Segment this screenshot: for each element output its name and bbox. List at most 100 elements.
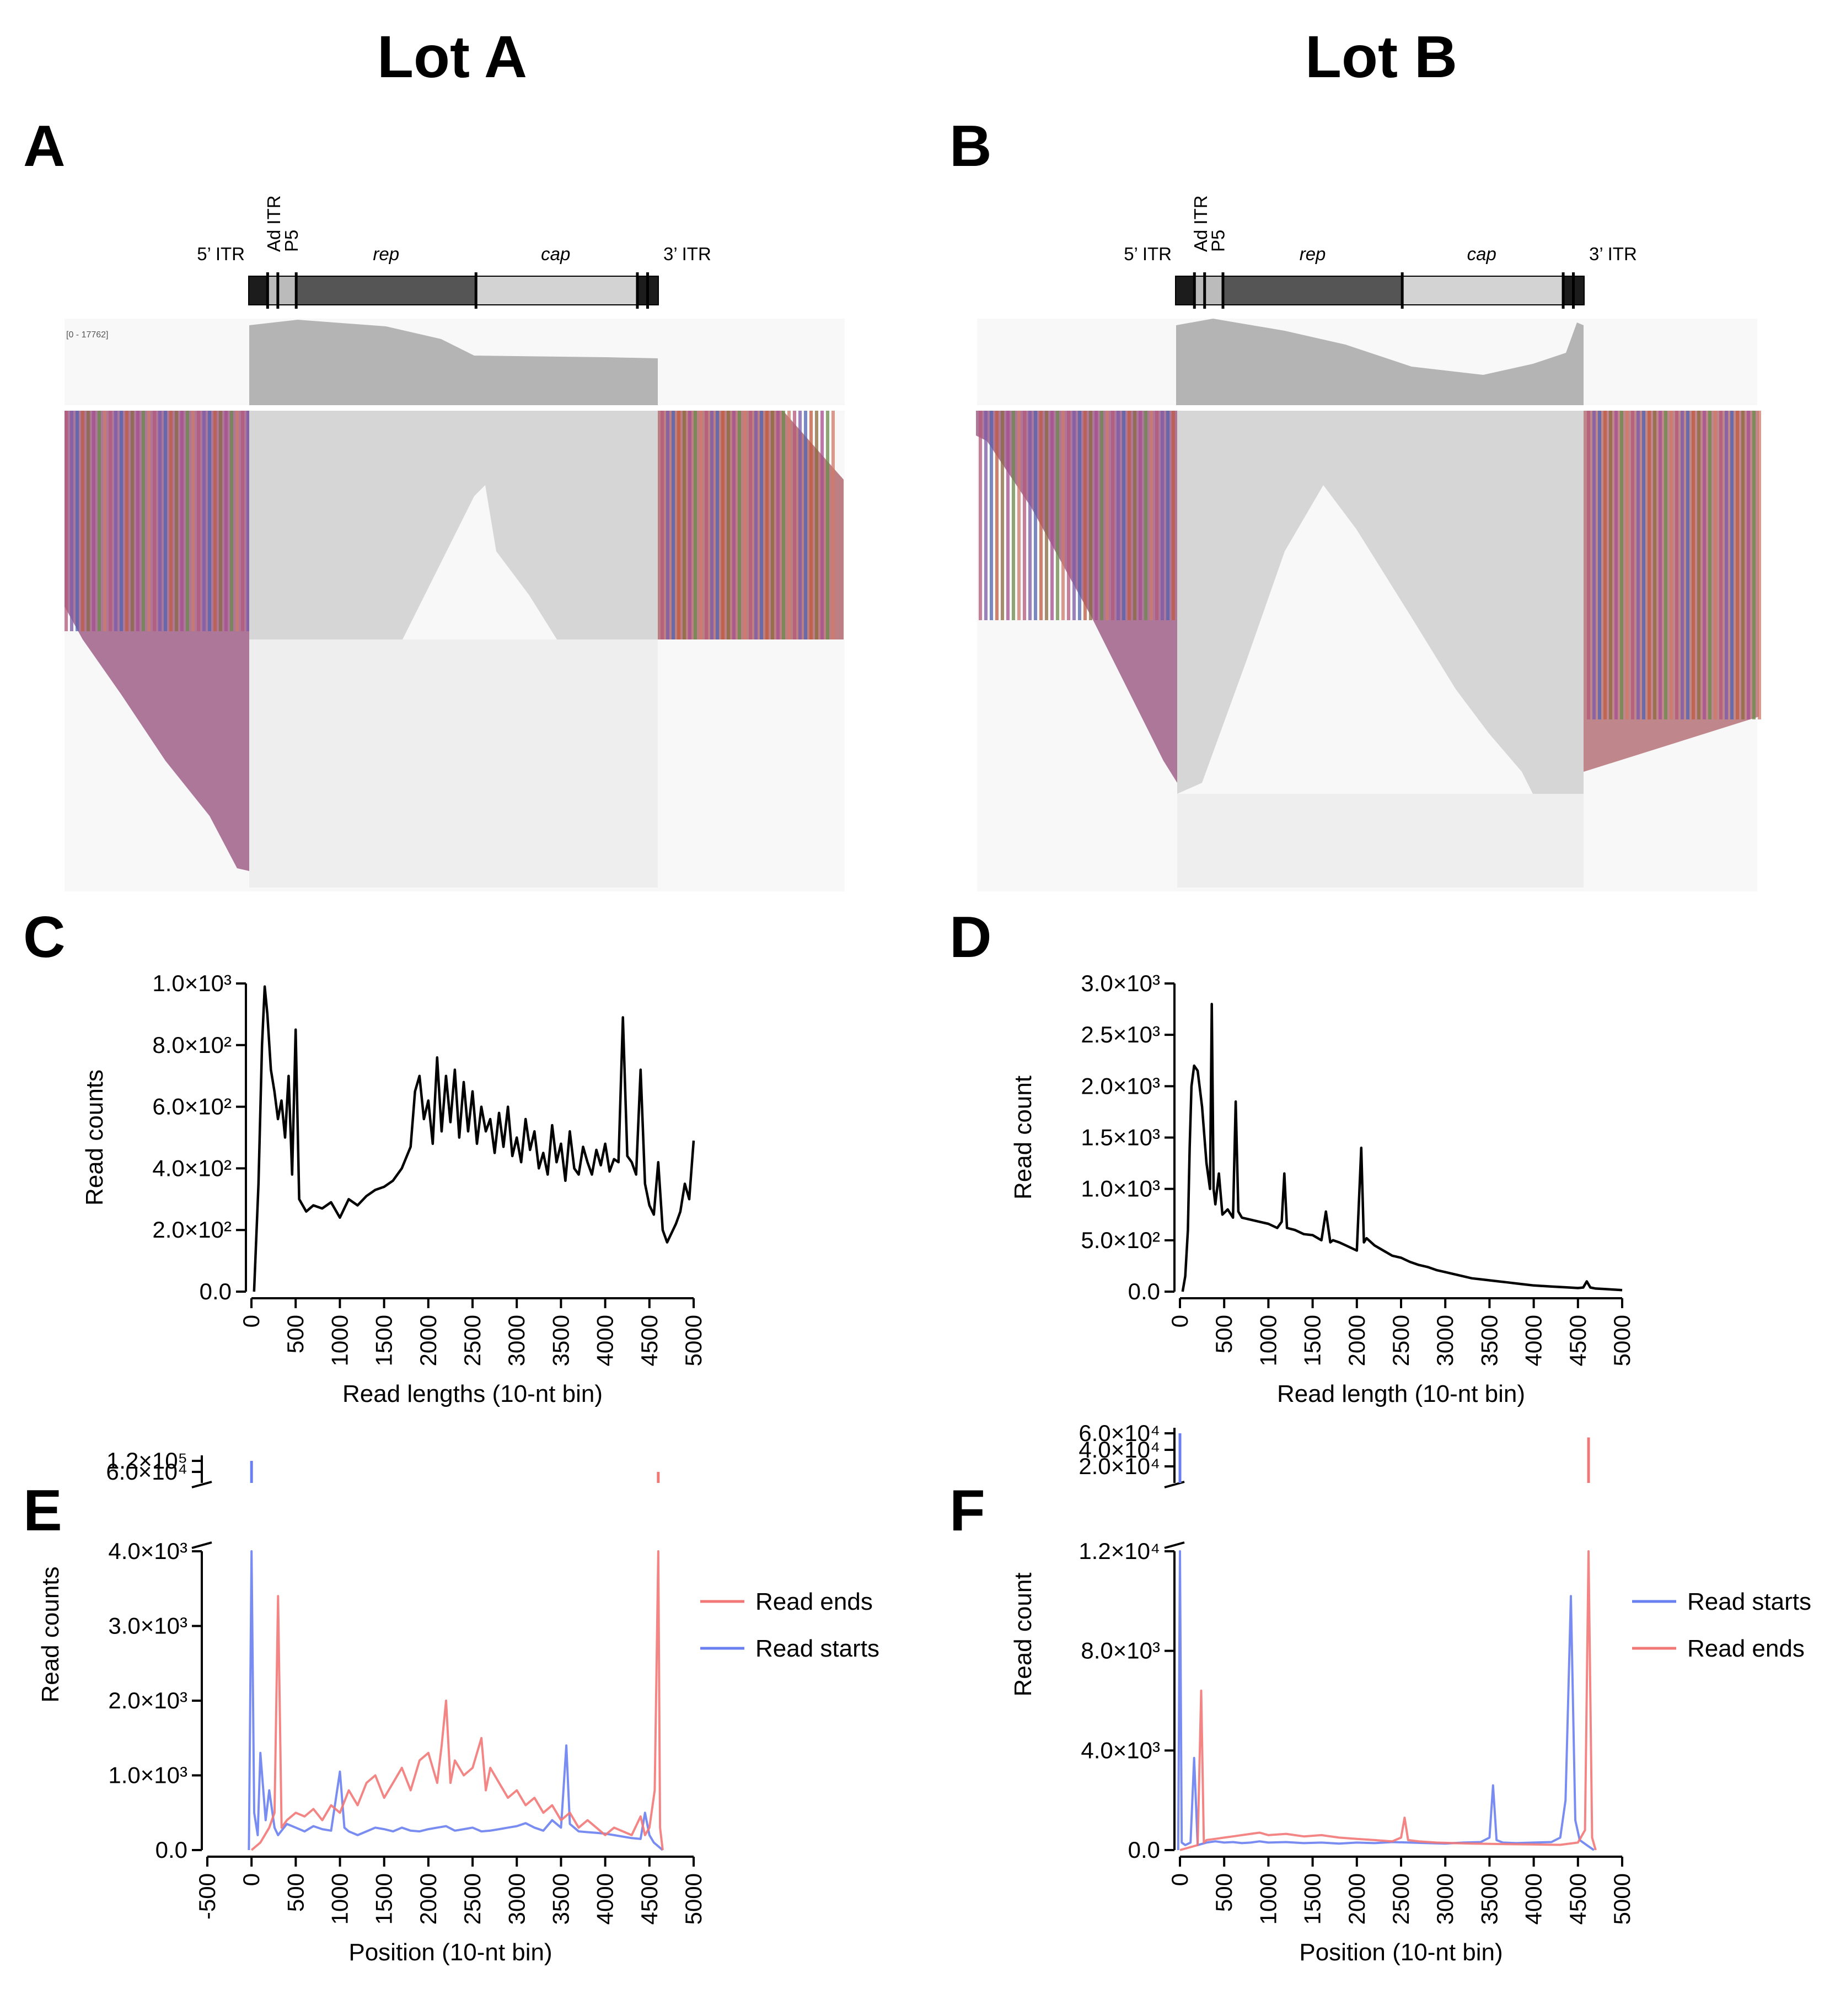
panel-d-x-tick-label: 0 bbox=[1167, 1315, 1193, 1327]
panel-d-y-label: Read count bbox=[1010, 1076, 1037, 1200]
panel-a-read-stripe bbox=[787, 411, 791, 639]
panel-d-x-tick-label: 5000 bbox=[1609, 1315, 1635, 1366]
panel-b-read-stripe bbox=[1161, 411, 1164, 620]
panel-letter-f: F bbox=[949, 1478, 985, 1543]
panel-b-read-stripe bbox=[1670, 411, 1673, 719]
panel-c-x-tick-label: 2500 bbox=[459, 1315, 485, 1366]
panel-b-read-stripe bbox=[1614, 411, 1618, 719]
panel-a-read-stripe bbox=[241, 411, 244, 631]
panel-a-cap-block bbox=[476, 277, 637, 304]
panel-a-read-stripe bbox=[197, 411, 200, 631]
panel-letter-d: D bbox=[949, 905, 992, 970]
panel-b-reads-main bbox=[1177, 411, 1584, 860]
panel-c-x-tick-label: 1000 bbox=[326, 1315, 352, 1366]
panel-a-read-stripe bbox=[103, 411, 106, 631]
panel-a-read-stripe bbox=[754, 411, 758, 639]
panel-a-read-stripe bbox=[81, 411, 84, 631]
panel-a-igv-scale: [0 - 17762] bbox=[66, 330, 109, 340]
panel-a-read-stripe bbox=[661, 411, 664, 639]
panel-b-read-stripe bbox=[1664, 411, 1667, 719]
panel-f-chart: 0.0 4.0×10³ 8.0×10³ 1.2×10⁴ 0 500 1000 1500 2000… bbox=[1010, 1420, 1811, 1966]
panel-c-x-tick-label: 5000 bbox=[680, 1315, 706, 1366]
panel-b-igv-panel bbox=[976, 319, 1761, 891]
panel-e-x-tick-label: 1500 bbox=[371, 1873, 397, 1924]
panel-b-read-stripe bbox=[1166, 411, 1169, 620]
panel-a-read-stripe bbox=[65, 411, 68, 631]
panel-a-read-stripe bbox=[820, 411, 824, 639]
panel-b-read-stripe bbox=[1094, 411, 1098, 620]
panel-b-cap-block bbox=[1402, 277, 1564, 304]
panel-a-read-stripe bbox=[76, 411, 79, 631]
panel-letter-b: B bbox=[949, 114, 992, 179]
panel-e-x-tick-label: 5000 bbox=[680, 1873, 706, 1924]
panel-e-y-tick-label: 1.0×10³ bbox=[108, 1762, 187, 1788]
panel-a-label-rep: rep bbox=[373, 244, 399, 264]
panel-a-label-p5: P5 bbox=[281, 230, 302, 252]
panel-a-read-stripe bbox=[760, 411, 763, 639]
panel-b-read-stripe bbox=[1609, 411, 1612, 719]
panel-b-read-stripe bbox=[1106, 411, 1109, 620]
panel-e-x-tick-label: 3500 bbox=[548, 1873, 573, 1924]
panel-a-label-cap: cap bbox=[541, 244, 570, 264]
panel-a-read-stripe bbox=[710, 411, 713, 639]
panel-a-read-stripe bbox=[749, 411, 752, 639]
panel-f-x-tick-label: 3000 bbox=[1432, 1873, 1458, 1924]
panel-a-read-stripe bbox=[147, 411, 151, 631]
panel-f-y-label: Read count bbox=[1010, 1572, 1037, 1696]
panel-c-x-tick-label: 500 bbox=[282, 1315, 308, 1353]
panel-e-upper-y-tick-label: 1.2×10⁵ bbox=[106, 1448, 187, 1474]
panel-e-series-read-starts bbox=[248, 1550, 664, 1851]
panel-f-x-tick-label: 0 bbox=[1167, 1873, 1193, 1886]
panel-e-y-tick-label: 4.0×10³ bbox=[108, 1538, 187, 1564]
panel-b-read-stripe bbox=[1736, 411, 1739, 719]
panel-b-read-stripe bbox=[1637, 411, 1640, 719]
panel-e-legend-label: Read ends bbox=[755, 1588, 873, 1615]
panel-a-label-itr5: 5’ ITR bbox=[197, 244, 245, 264]
panel-b-p5-block bbox=[1194, 277, 1223, 304]
panel-f-x-tick-label: 1500 bbox=[1300, 1873, 1326, 1924]
panel-c-y-tick-label: 6.0×10² bbox=[152, 1094, 232, 1120]
panel-a-read-stripe bbox=[716, 411, 719, 639]
panel-d-y-tick-label: 0.0 bbox=[1128, 1278, 1160, 1304]
panel-a-read-stripe bbox=[793, 411, 796, 639]
panel-d-x-tick-label: 1500 bbox=[1300, 1315, 1326, 1366]
panel-d-x-tick-label: 2000 bbox=[1344, 1315, 1370, 1366]
panel-a-read-stripe bbox=[180, 411, 184, 631]
panel-b-read-stripe bbox=[1620, 411, 1623, 719]
panel-a-read-stripe bbox=[235, 411, 239, 631]
panel-e-x-tick-label: 500 bbox=[282, 1873, 308, 1912]
panel-a-read-stripe bbox=[809, 411, 813, 639]
panel-a-itr5-block bbox=[249, 277, 268, 304]
panel-b-read-stripe bbox=[1686, 411, 1689, 719]
panel-c-x-tick-label: 3000 bbox=[503, 1315, 529, 1366]
panel-a-read-stripe bbox=[732, 411, 736, 639]
panel-b-read-stripe bbox=[1150, 411, 1153, 620]
panel-b-read-stripe bbox=[1725, 411, 1728, 719]
panel-b-read-stripe bbox=[1692, 411, 1695, 719]
panel-a-read-stripe bbox=[208, 411, 211, 631]
panel-b-read-stripe bbox=[1708, 411, 1711, 719]
panel-f-y-tick-label: 0.0 bbox=[1128, 1837, 1160, 1863]
panel-b-label-p5: P5 bbox=[1208, 230, 1228, 252]
panel-a-read-stripe bbox=[666, 411, 669, 639]
panel-a-read-stripe bbox=[142, 411, 145, 631]
panel-b-read-stripe bbox=[1752, 411, 1756, 719]
panel-a-read-stripe bbox=[109, 411, 112, 631]
panel-f-axis-break bbox=[1164, 1541, 1185, 1549]
panel-b-read-stripe bbox=[1714, 411, 1717, 719]
panel-c-x-tick-label: 4000 bbox=[592, 1315, 618, 1366]
panel-f-x-tick-label: 2000 bbox=[1344, 1873, 1370, 1924]
panel-e-x-tick-label: -500 bbox=[194, 1873, 220, 1920]
panel-a-read-stripe bbox=[721, 411, 725, 639]
panel-e-x-tick-label: 1000 bbox=[327, 1873, 353, 1924]
panel-d-y-tick-label: 1.0×10³ bbox=[1081, 1176, 1160, 1202]
panel-e-x-tick-label: 4500 bbox=[636, 1873, 662, 1924]
lot-b-title: Lot B bbox=[1305, 23, 1457, 90]
panel-b-read-stripe bbox=[1012, 411, 1015, 620]
panel-b-read-stripe bbox=[1072, 411, 1076, 620]
panel-b-read-stripe bbox=[1056, 411, 1059, 620]
panel-b-read-stripe bbox=[1747, 411, 1750, 719]
panel-c-x-tick-label: 2000 bbox=[415, 1315, 441, 1366]
panel-b-read-stripe bbox=[1039, 411, 1043, 620]
